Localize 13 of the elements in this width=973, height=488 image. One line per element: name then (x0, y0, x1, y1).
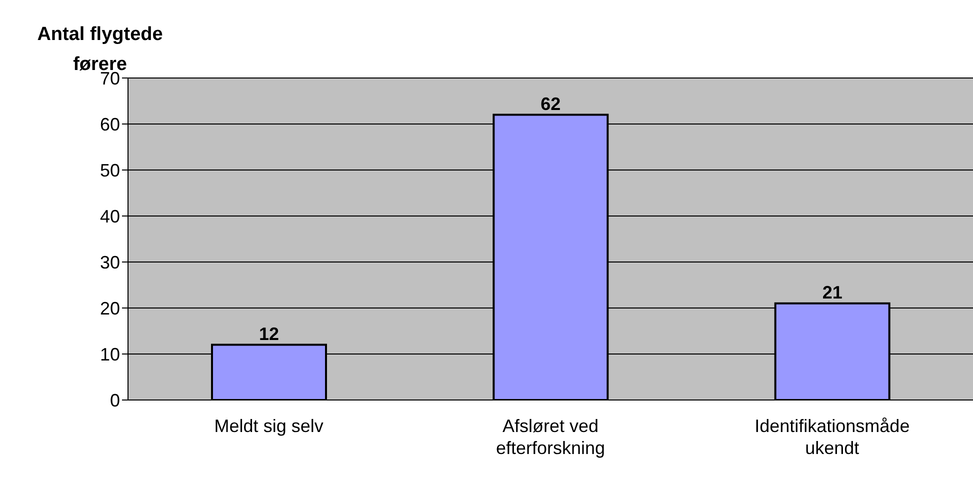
data-label: 21 (822, 282, 842, 302)
x-tick-label: Meldt sig selv (214, 416, 324, 436)
y-tick-label: 30 (100, 252, 120, 272)
y-tick-label: 0 (110, 390, 120, 410)
x-tick-label: Identifikationsmåde ukendt (754, 416, 910, 458)
y-tick-label: 40 (100, 206, 120, 226)
y-tick-label: 60 (100, 114, 120, 134)
y-tick-label: 20 (100, 298, 120, 318)
x-tick-label: Afsløret ved efterforskning (496, 416, 606, 458)
data-label: 62 (540, 94, 561, 114)
data-label: 12 (258, 324, 280, 344)
y-tick-label: 50 (100, 160, 120, 180)
y-tick-label: 10 (100, 344, 120, 364)
